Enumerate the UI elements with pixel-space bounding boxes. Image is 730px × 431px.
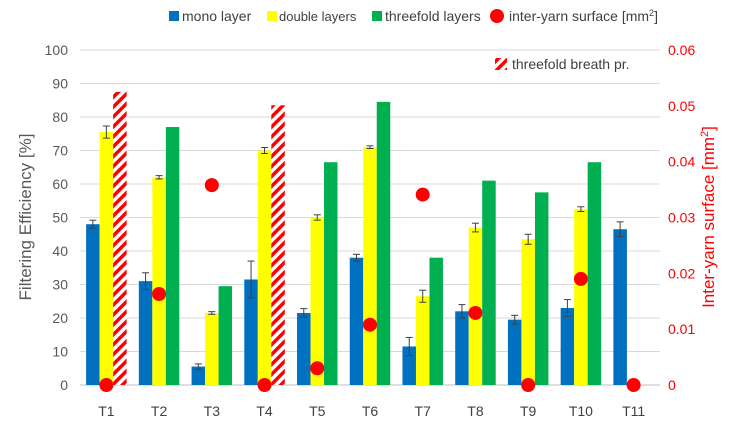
bars-layer <box>86 91 627 386</box>
x-tick-label: T10 <box>569 403 593 419</box>
y-tick-label: 10 <box>52 344 68 360</box>
y-tick-label: 70 <box>52 143 68 159</box>
bar-mono-layer <box>507 319 522 385</box>
y-tick-label: 40 <box>52 243 68 259</box>
y2-tick-label: 0.06 <box>668 42 695 58</box>
bar-double-layers <box>152 177 166 385</box>
surface-marker <box>626 378 641 392</box>
y2-tick-label: 0.05 <box>668 98 695 114</box>
bar-double-layers <box>205 312 219 385</box>
y-tick-label: 50 <box>52 210 68 226</box>
bar-double-layers <box>363 147 377 385</box>
surface-marker <box>204 178 219 193</box>
y2-tick-label: 0.04 <box>668 154 695 170</box>
x-tick-label: T1 <box>98 403 115 419</box>
y-tick-label: 60 <box>52 176 68 192</box>
legend-label-surface-sup: 2 <box>649 8 654 18</box>
x-tick-label: T5 <box>309 403 326 419</box>
bar-threefold-layers <box>429 257 443 385</box>
y-tick-label: 100 <box>45 42 69 58</box>
surface-marker <box>521 378 536 392</box>
bar-threefold-breath-pr- <box>113 91 127 385</box>
x-tick-label: T7 <box>415 403 432 419</box>
surface-marker <box>257 378 272 392</box>
legend-label-breath: threefold breath pr. <box>512 56 630 72</box>
bar-double-layers <box>257 150 272 385</box>
legend-swatch-mono <box>169 11 179 21</box>
x-tick-label: T11 <box>622 403 645 419</box>
surface-marker <box>573 271 588 286</box>
bar-double-layers <box>415 296 430 385</box>
bar-double-layers <box>310 217 325 385</box>
y2-axis-label-sup: 2 <box>699 131 711 137</box>
bar-mono-layer <box>297 312 311 385</box>
bar-double-layers <box>99 132 114 385</box>
legend-label-surface: inter-yarn surface [mm2] <box>509 8 658 24</box>
bar-threefold-layers <box>534 192 549 385</box>
bar-mono-layer <box>455 311 469 385</box>
x-tick-label: T4 <box>256 403 273 419</box>
ticks-layer: 0 10 20 30 40 50 60 70 80 90 100 0 0.01 0.02 0.03 0.04 0… <box>45 42 696 419</box>
y2-tick-label: 0.03 <box>668 210 695 226</box>
bar-threefold-layers <box>376 101 391 386</box>
y2-axis-label: Inter-yarn surface [mm2] <box>699 126 718 308</box>
surface-marker <box>152 286 167 301</box>
bar-threefold-layers <box>218 286 233 385</box>
y2-tick-label: 0.01 <box>668 321 695 337</box>
bar-double-layers <box>574 209 588 385</box>
surface-marker <box>310 361 325 376</box>
surface-marker <box>363 317 377 332</box>
y-tick-label: 80 <box>52 109 68 125</box>
legend-swatch-breath <box>495 58 507 70</box>
surface-marker <box>99 378 114 392</box>
bar-threefold-layers <box>324 162 338 385</box>
legend-marker-surface <box>490 9 504 23</box>
x-tick-label: T6 <box>362 403 379 419</box>
y2-tick-label: 0.02 <box>668 265 695 281</box>
legend-label-mono: mono layer <box>182 8 252 24</box>
bar-threefold-layers <box>587 162 602 385</box>
y-tick-label: 20 <box>52 310 68 326</box>
bar-threefold-breath-pr- <box>271 105 285 386</box>
bar-mono-layer <box>244 279 258 385</box>
legend-label-threefold: threefold layers <box>385 8 481 24</box>
x-tick-label: T2 <box>151 403 168 419</box>
bar-mono-layer <box>138 281 153 385</box>
y-tick-label: 0 <box>60 377 68 393</box>
x-tick-label: T9 <box>520 403 537 419</box>
y-tick-label: 90 <box>52 76 68 92</box>
bar-mono-layer <box>86 224 100 385</box>
errorbars-layer <box>89 125 624 370</box>
y-axis-label: Filtering Efficiency [%] <box>16 134 35 301</box>
bar-mono-layer <box>402 346 416 385</box>
surface-markers-layer <box>99 178 641 392</box>
x-tick-label: T3 <box>204 403 221 419</box>
legend-label-double: double layers <box>279 9 357 24</box>
legend-swatch-double <box>267 11 277 21</box>
bar-mono-layer <box>560 307 575 385</box>
bar-mono-layer <box>191 366 206 385</box>
x-tick-label: T8 <box>467 403 484 419</box>
bar-mono-layer <box>349 257 364 385</box>
surface-marker <box>415 187 430 202</box>
y2-tick-label: 0 <box>668 377 676 393</box>
legend-swatch-threefold <box>372 11 382 21</box>
surface-marker <box>468 305 483 320</box>
y-tick-label: 30 <box>52 277 68 293</box>
legend: mono layer double layers threefold layer… <box>169 8 658 72</box>
bar-mono-layer <box>613 229 627 385</box>
bar-threefold-layers <box>165 127 180 386</box>
bar-threefold-layers <box>482 180 496 385</box>
bar-double-layers <box>521 239 535 385</box>
